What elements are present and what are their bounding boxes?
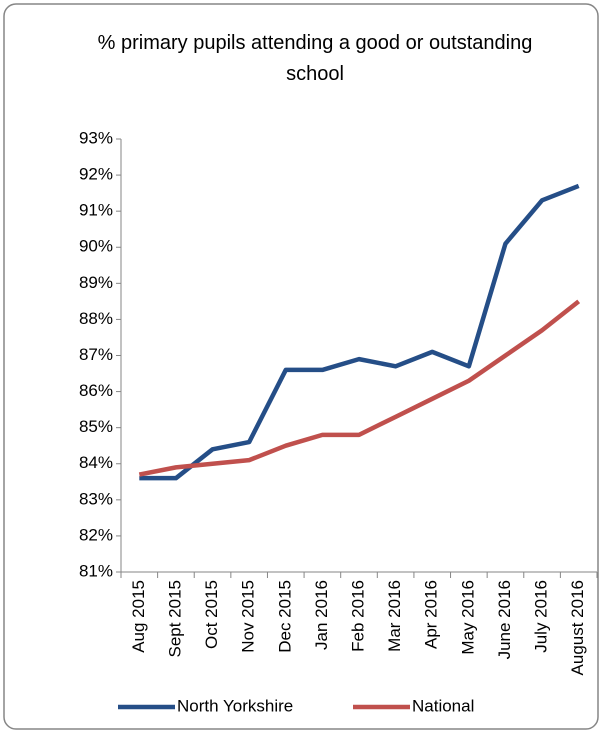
- legend-label: North Yorkshire: [177, 696, 293, 715]
- y-tick-label: 87%: [79, 345, 113, 364]
- y-tick-label: 83%: [79, 489, 113, 508]
- y-tick-label: 92%: [79, 165, 113, 184]
- chart-frame: [3, 3, 599, 730]
- y-tick-label: 90%: [79, 237, 113, 256]
- x-tick-label: Sept 2015: [165, 580, 184, 658]
- x-tick-label: June 2016: [495, 580, 514, 659]
- y-tick-label: 85%: [79, 417, 113, 436]
- y-tick-label: 81%: [79, 561, 113, 580]
- series-line: [139, 183, 580, 481]
- series-line: [138, 299, 581, 477]
- x-tick-label: Aug 2015: [129, 580, 148, 653]
- y-tick-label: 82%: [79, 525, 113, 544]
- chart-title: % primary pupils attending a good or out…: [97, 32, 533, 85]
- x-tick-label: Jan 2016: [312, 580, 331, 650]
- x-tick-label: Oct 2015: [202, 580, 221, 649]
- y-tick-label: 84%: [79, 453, 113, 472]
- y-tick-label: 91%: [79, 201, 113, 220]
- x-tick-label: Feb 2016: [348, 580, 367, 652]
- x-tick-label: July 2016: [532, 580, 551, 653]
- legend-label: National: [412, 696, 474, 715]
- y-tick-label: 88%: [79, 309, 113, 328]
- x-tick-label: Nov 2015: [239, 580, 258, 653]
- x-tick-label: May 2016: [458, 580, 477, 655]
- x-tick-label: August 2016: [568, 580, 587, 675]
- y-tick-label: 86%: [79, 381, 113, 400]
- x-tick-label: Dec 2015: [275, 580, 294, 653]
- x-tick-label: Mar 2016: [385, 580, 404, 652]
- y-tick-label: 89%: [79, 273, 113, 292]
- x-tick-label: Apr 2016: [422, 580, 441, 649]
- y-tick-label: 93%: [79, 128, 113, 147]
